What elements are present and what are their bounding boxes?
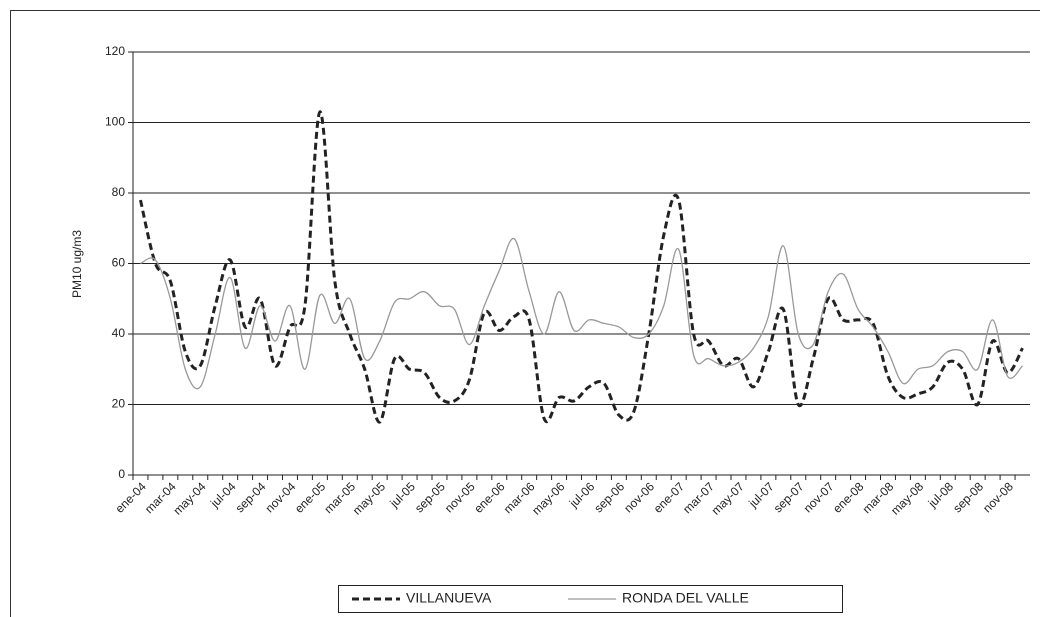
y-tick-label: 40 — [112, 326, 126, 340]
x-tick-label: nov-05 — [442, 479, 478, 515]
x-tick-label: may-04 — [170, 479, 208, 517]
legend-label: VILLANUEVA — [406, 590, 492, 606]
y-tick-label: 0 — [118, 467, 125, 481]
y-axis-label: PM10 ug/m3 — [70, 230, 84, 298]
x-tick-label: sep-08 — [950, 479, 986, 515]
x-tick-label: nov-08 — [980, 479, 1016, 515]
x-tick-label: may-08 — [888, 479, 926, 517]
y-tick-label: 20 — [112, 397, 126, 411]
legend-label: RONDA DEL VALLE — [622, 590, 749, 606]
x-tick-label: nov-04 — [262, 479, 298, 515]
x-tick-label: nov-07 — [801, 479, 837, 515]
chart-frame — [10, 10, 1040, 617]
x-tick-label: ene-04 — [113, 479, 150, 516]
x-tick-label: sep-06 — [591, 479, 627, 515]
x-tick-label: ene-06 — [471, 479, 508, 516]
x-tick-label: may-07 — [709, 479, 747, 517]
x-tick-label: sep-04 — [233, 479, 269, 515]
x-tick-label: ene-07 — [651, 479, 688, 516]
x-tick-label: may-06 — [529, 479, 567, 517]
x-tick-label: may-05 — [350, 479, 388, 517]
x-tick-label: nov-06 — [621, 479, 657, 515]
series-line — [140, 238, 1024, 390]
x-tick-label: sep-05 — [412, 479, 448, 515]
series-line — [139, 110, 1024, 424]
y-tick-label: 80 — [112, 185, 126, 199]
y-tick-label: 100 — [105, 115, 125, 129]
x-tick-label: sep-07 — [771, 479, 807, 515]
y-tick-label: 120 — [105, 44, 125, 58]
x-tick-label: ene-05 — [292, 479, 329, 516]
x-tick-label: ene-08 — [830, 479, 867, 516]
y-tick-label: 60 — [112, 256, 126, 270]
